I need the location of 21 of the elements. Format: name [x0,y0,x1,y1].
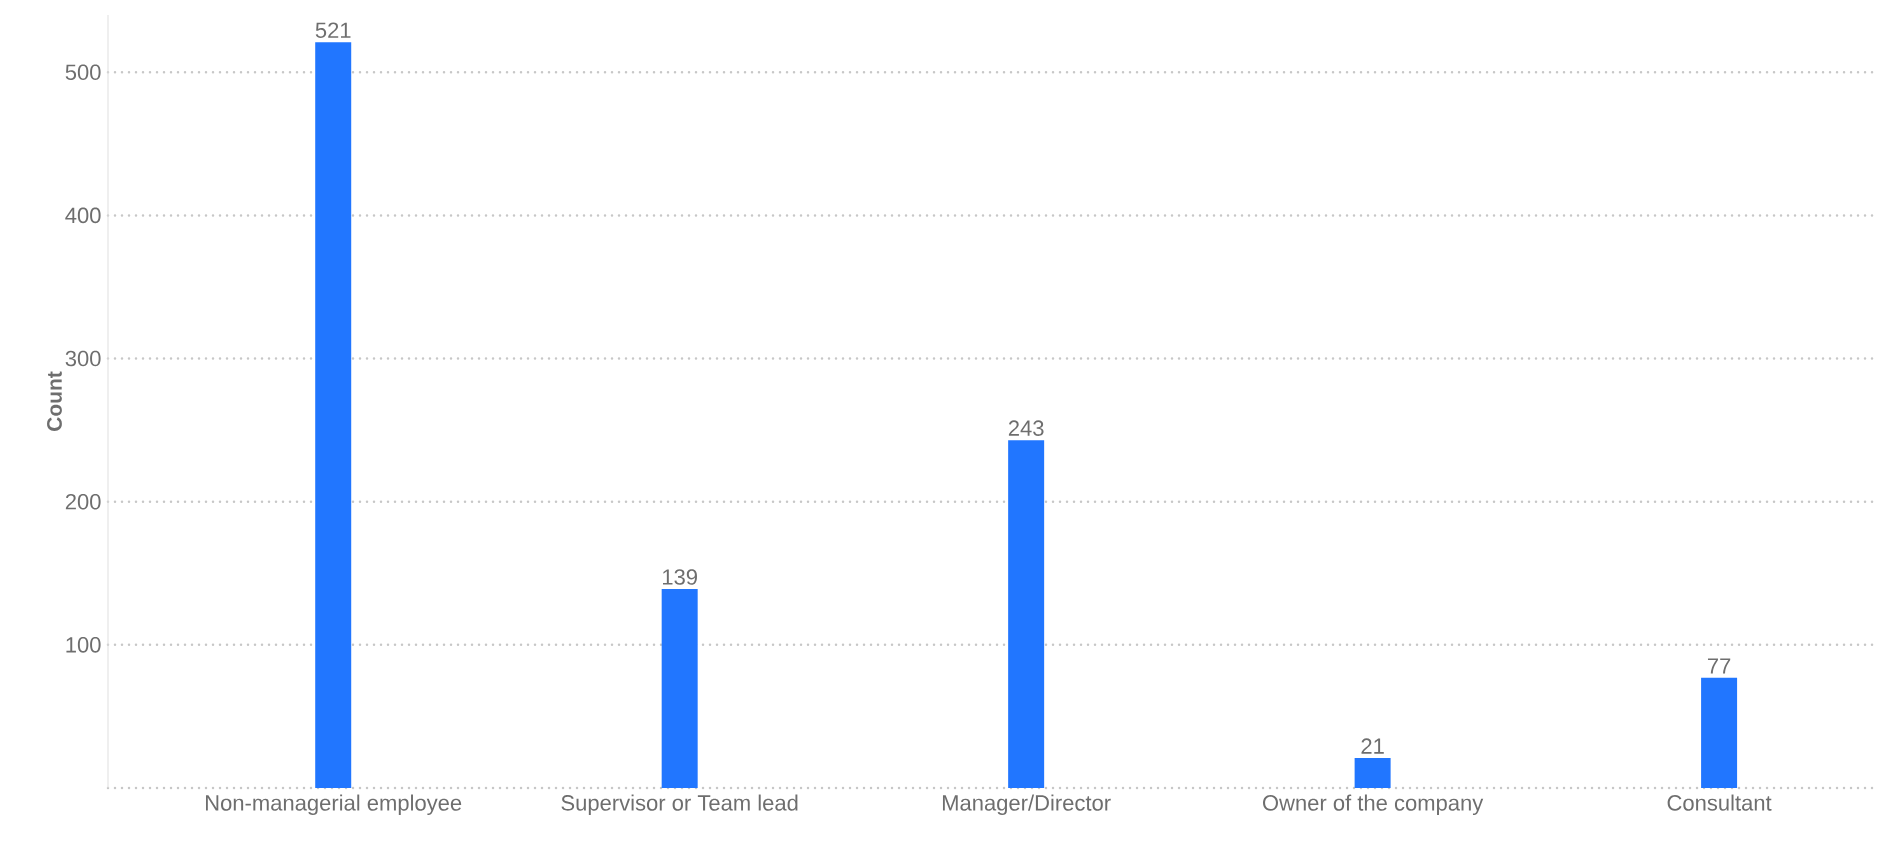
x-tick-label: Manager/Director [942,794,1111,816]
data-label: 21 [1361,738,1384,754]
data-label: 139 [663,569,697,585]
bar [315,42,352,788]
bar [1701,677,1738,788]
y-tick-label: 200 [65,493,101,510]
y-tick-label: 500 [65,64,101,81]
bar [1354,757,1391,788]
data-label: 243 [1008,420,1044,436]
x-tick-label: Owner of the company [1262,794,1484,816]
data-label: 77 [1707,658,1731,674]
data-label: 521 [315,22,351,38]
y-tick-label: 300 [65,350,101,367]
y-axis-title: Count [47,371,62,431]
x-tick-label: Non-managerial employee [206,794,462,816]
y-tick-label: 100 [66,637,101,653]
x-tick-label: Supervisor or Team lead [561,794,798,816]
bar [661,589,698,788]
y-tick-label: 400 [65,207,101,224]
bar [1008,440,1045,788]
x-tick-label: Consultant [1667,794,1772,811]
